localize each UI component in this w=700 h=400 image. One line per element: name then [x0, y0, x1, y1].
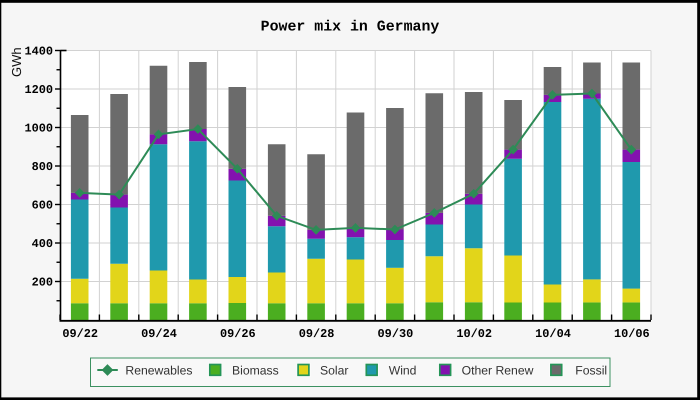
svg-text:200: 200: [32, 276, 53, 290]
svg-text:09/28: 09/28: [299, 327, 335, 341]
svg-text:09/24: 09/24: [141, 327, 177, 341]
svg-text:Biomass: Biomass: [232, 364, 279, 378]
svg-text:Solar: Solar: [320, 364, 348, 378]
svg-text:1000: 1000: [24, 122, 53, 136]
svg-text:Fossil: Fossil: [575, 364, 607, 378]
svg-text:09/30: 09/30: [378, 327, 414, 341]
svg-text:10/02: 10/02: [456, 327, 492, 341]
svg-text:GWh: GWh: [9, 47, 24, 77]
svg-text:600: 600: [32, 199, 53, 213]
svg-text:09/22: 09/22: [62, 327, 98, 341]
svg-text:Renewables: Renewables: [125, 364, 192, 378]
svg-text:800: 800: [32, 160, 53, 174]
svg-text:1400: 1400: [24, 45, 53, 59]
svg-text:Other Renew: Other Renew: [462, 364, 534, 378]
svg-text:400: 400: [32, 237, 53, 251]
svg-text:09/26: 09/26: [220, 327, 256, 341]
svg-text:Wind: Wind: [389, 364, 417, 378]
svg-text:10/04: 10/04: [535, 327, 571, 341]
svg-text:Power mix in Germany: Power mix in Germany: [261, 20, 440, 36]
svg-text:1200: 1200: [24, 83, 53, 97]
svg-text:10/06: 10/06: [614, 327, 650, 341]
